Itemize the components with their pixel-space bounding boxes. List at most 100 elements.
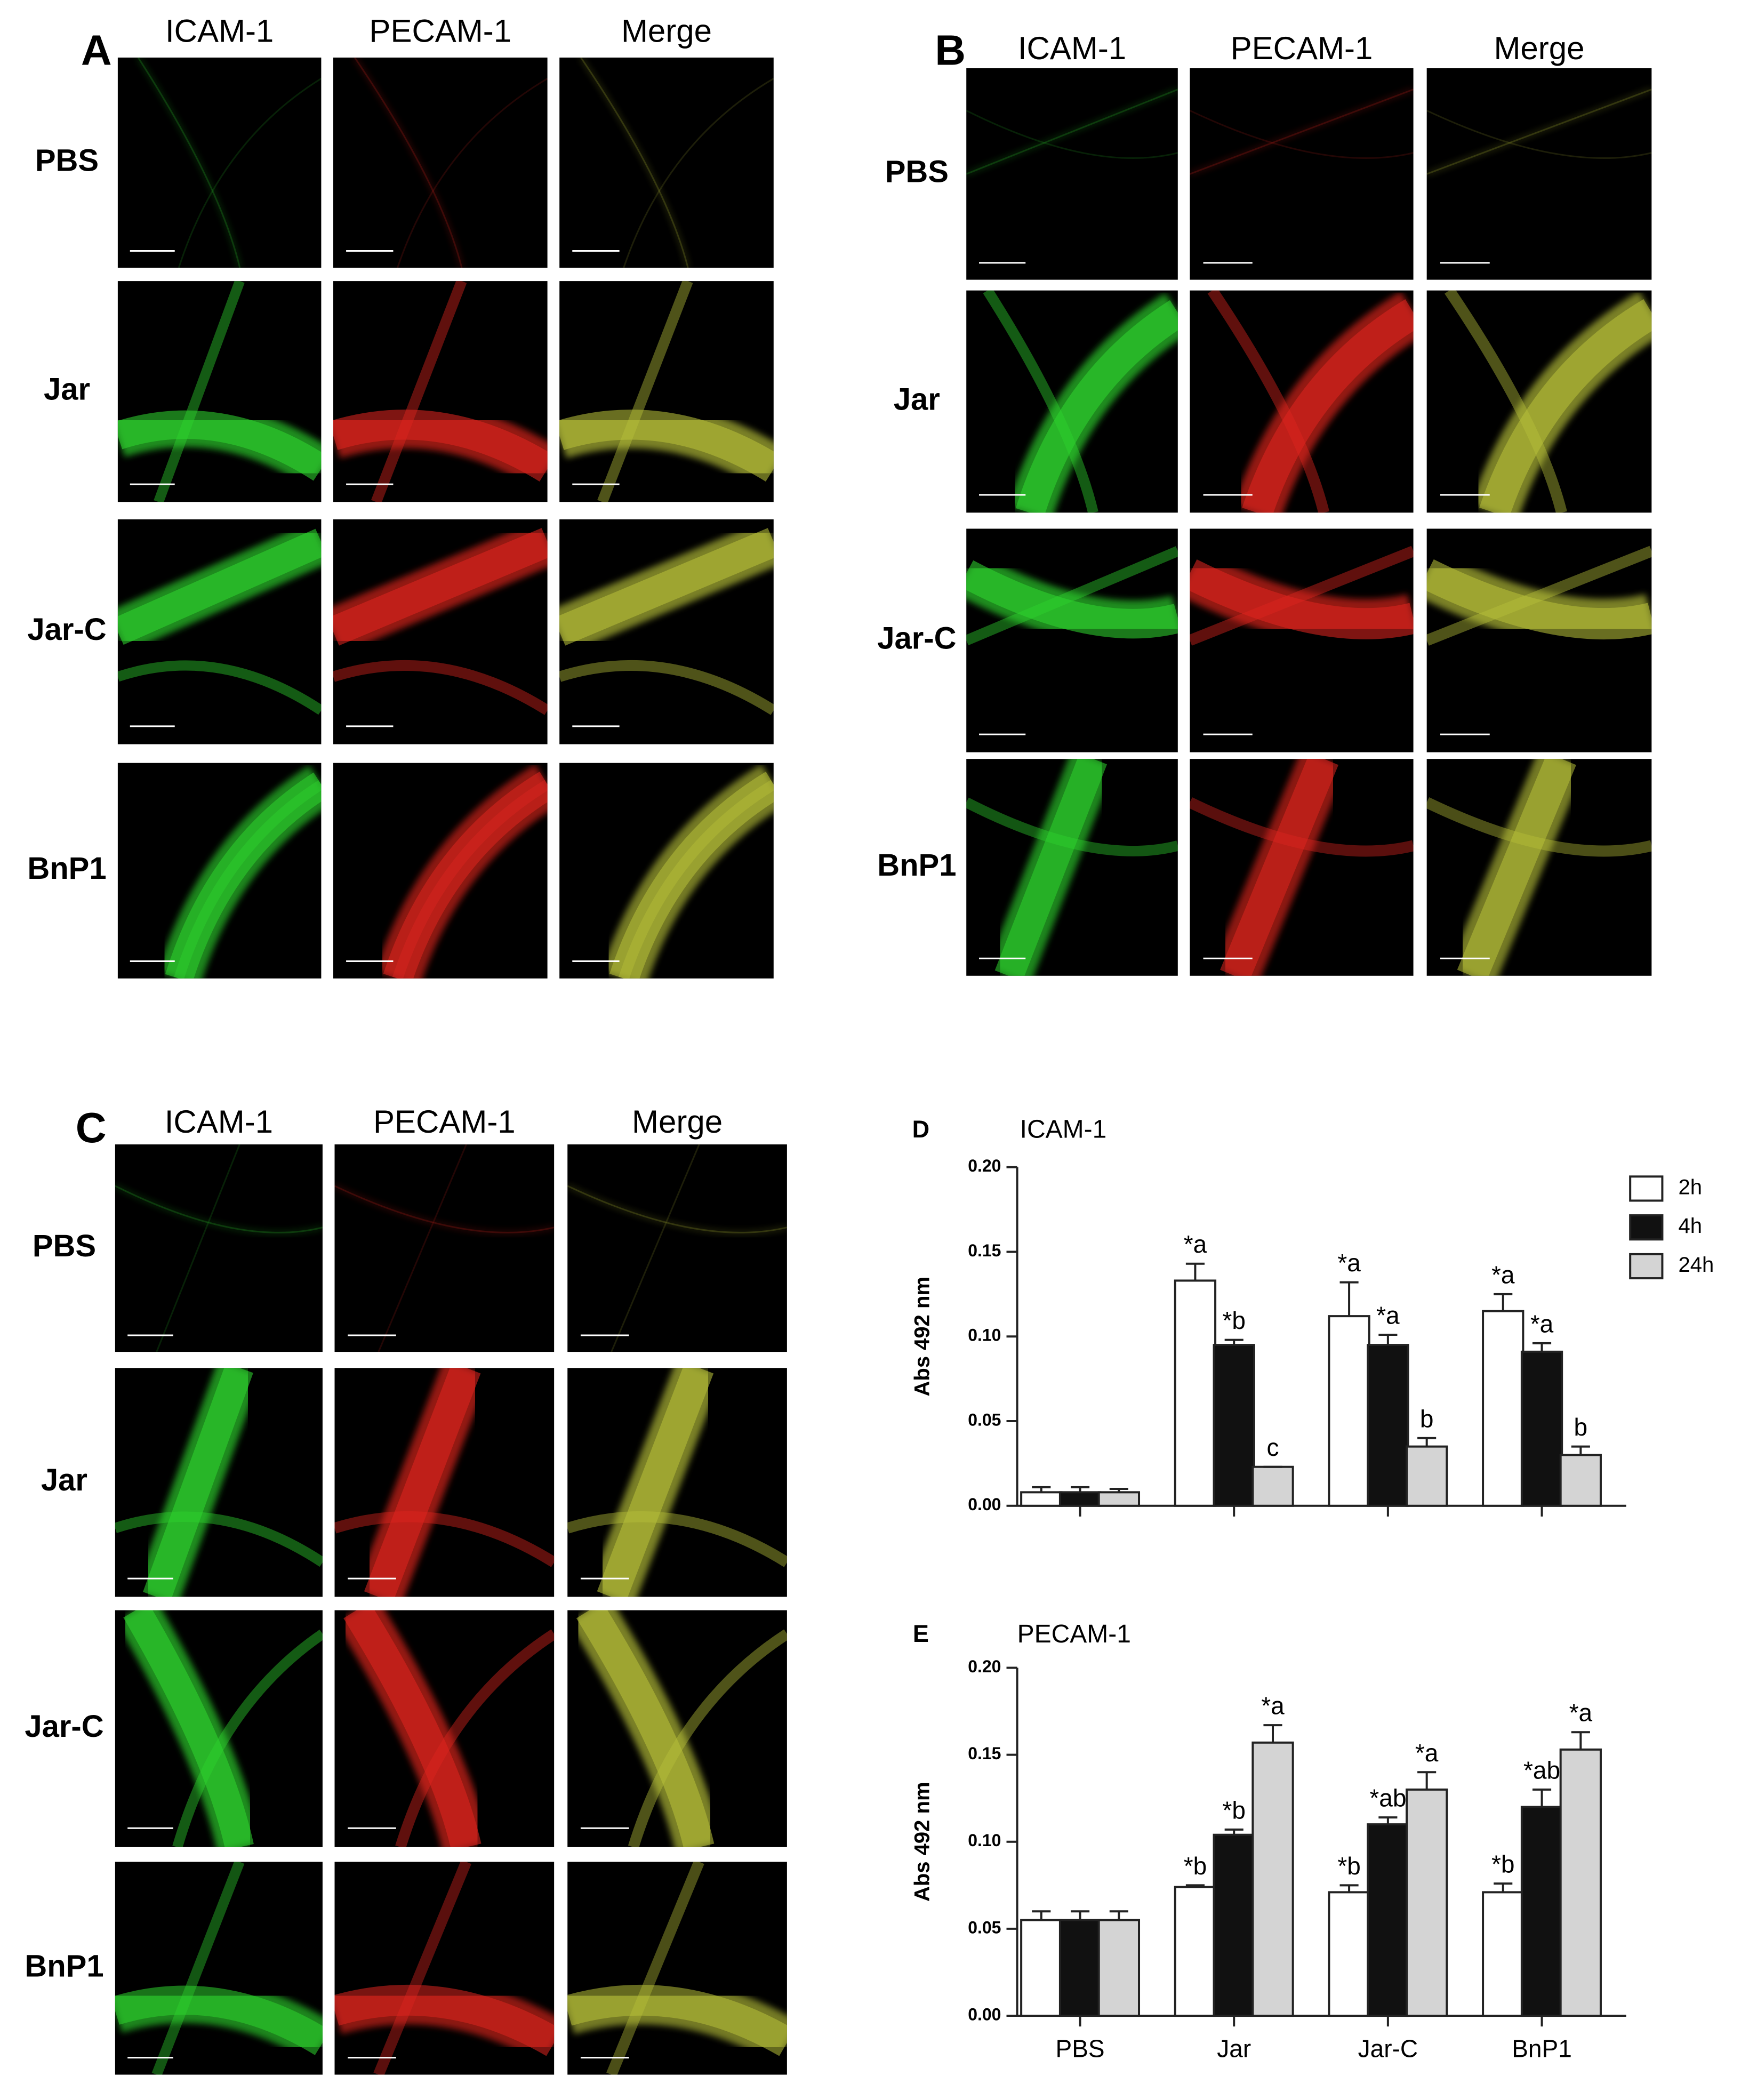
vessel-branch: [966, 797, 1178, 856]
vessel: [1220, 759, 1339, 976]
y-tick-label: 0.20: [968, 1156, 1001, 1175]
image-background: [1190, 68, 1414, 280]
image-content: [1445, 290, 1652, 513]
vessel-glow: [579, 57, 690, 268]
vessel-branch: [378, 1144, 467, 1352]
error-bar: [1071, 1486, 1090, 1493]
vessel-branch: [1445, 290, 1567, 513]
vessel: [1190, 559, 1414, 639]
vessel-branch: [174, 780, 322, 979]
vessel-branch: [559, 660, 774, 715]
error-bar: [1032, 1486, 1051, 1493]
vessel: [123, 1610, 254, 1847]
vessel: [567, 1185, 787, 1233]
vessel: [334, 1185, 555, 1233]
vessel: [1457, 759, 1576, 976]
significance-label: *b: [1222, 1796, 1245, 1824]
bar: [1174, 1886, 1217, 2017]
micrograph: [115, 1144, 323, 1352]
vessel: [609, 772, 774, 979]
error-bar: [1109, 1488, 1128, 1493]
row-label: Jar: [41, 1463, 87, 1497]
bar: [1559, 1748, 1602, 2017]
vessel: [559, 528, 774, 646]
image-content: [115, 1862, 323, 2075]
legend-label: 2h: [1679, 1175, 1703, 1199]
vessel: [383, 772, 548, 979]
significance-label: *a: [1261, 1692, 1285, 1720]
column-header: ICAM-1: [165, 1104, 273, 1140]
vessel: [1190, 89, 1414, 175]
vessel-branch: [1190, 797, 1414, 857]
error-bar: [1032, 1910, 1051, 1920]
significance-label: *b: [1222, 1307, 1245, 1334]
error-bar: [1494, 1293, 1513, 1311]
significance-label: *b: [1491, 1850, 1514, 1878]
vessel: [137, 57, 241, 268]
micrograph: [1190, 528, 1414, 752]
image-content: [115, 1144, 323, 1352]
vessel: [576, 1610, 715, 1847]
column-header: ICAM-1: [165, 13, 274, 49]
image-content: [117, 281, 322, 502]
vessel: [1242, 299, 1414, 513]
error-bar: [1532, 1788, 1552, 1807]
vessel-glow: [966, 87, 1178, 176]
row-label: BnP1: [877, 848, 956, 883]
vessel: [994, 759, 1108, 976]
image-background: [117, 57, 322, 268]
image-content: [559, 281, 774, 502]
vessel: [333, 410, 548, 482]
vessel-branch: [117, 660, 322, 715]
column-header: PECAM-1: [369, 13, 511, 49]
vessel-branch: [151, 1862, 245, 2075]
legend-swatch: [1629, 1214, 1664, 1241]
vessel-branch: [395, 1629, 555, 1847]
vessel-branch: [1426, 546, 1652, 646]
image-content: [115, 1368, 323, 1597]
bar: [1406, 1445, 1448, 1507]
bar: [1520, 1350, 1563, 1507]
column-header: Merge: [1494, 30, 1584, 66]
row-label: BnP1: [27, 851, 106, 886]
vessel-branch: [966, 546, 1178, 646]
y-tick-label: 0.10: [968, 1326, 1001, 1345]
y-tick-label: 0.05: [968, 1918, 1001, 1937]
micrograph: [115, 1610, 323, 1847]
vessel-branch: [392, 780, 548, 979]
micrograph: [117, 281, 322, 502]
vessel: [966, 560, 1178, 639]
bar: [1367, 1823, 1409, 2017]
bar: [1482, 1310, 1525, 1507]
error-bar: [1071, 1910, 1090, 1920]
bar: [1020, 1491, 1063, 1507]
micrograph: [567, 1368, 787, 1597]
image-content: [601, 764, 774, 979]
chart-title: ICAM-1: [1020, 1116, 1107, 1144]
error-bar: [1224, 1338, 1243, 1345]
micrograph: [567, 1862, 787, 2075]
vessel: [115, 1985, 323, 2055]
vessel-branch: [1207, 290, 1330, 513]
micrograph: [333, 763, 548, 979]
micrograph: [966, 290, 1178, 513]
micrograph: [334, 1144, 555, 1352]
micrograph: [115, 1862, 323, 2075]
image-content: [567, 1368, 787, 1597]
image-content: [334, 1368, 555, 1597]
bar: [1251, 1465, 1294, 1507]
panel-letter: E: [913, 1620, 929, 1647]
image-content: [333, 520, 548, 715]
vessel: [1015, 300, 1178, 513]
significance-label: *a: [1491, 1261, 1515, 1288]
bar: [1213, 1833, 1255, 2017]
vessel-branch: [1426, 797, 1652, 857]
micrograph: [1426, 68, 1652, 280]
error-bar: [1417, 1771, 1437, 1790]
x-tick-label: BnP1: [1512, 2034, 1572, 2062]
vessel: [1479, 299, 1652, 513]
image-content: [137, 57, 322, 268]
micrograph: [1426, 528, 1652, 752]
error-bar: [1378, 1334, 1398, 1345]
vessel: [117, 528, 322, 645]
